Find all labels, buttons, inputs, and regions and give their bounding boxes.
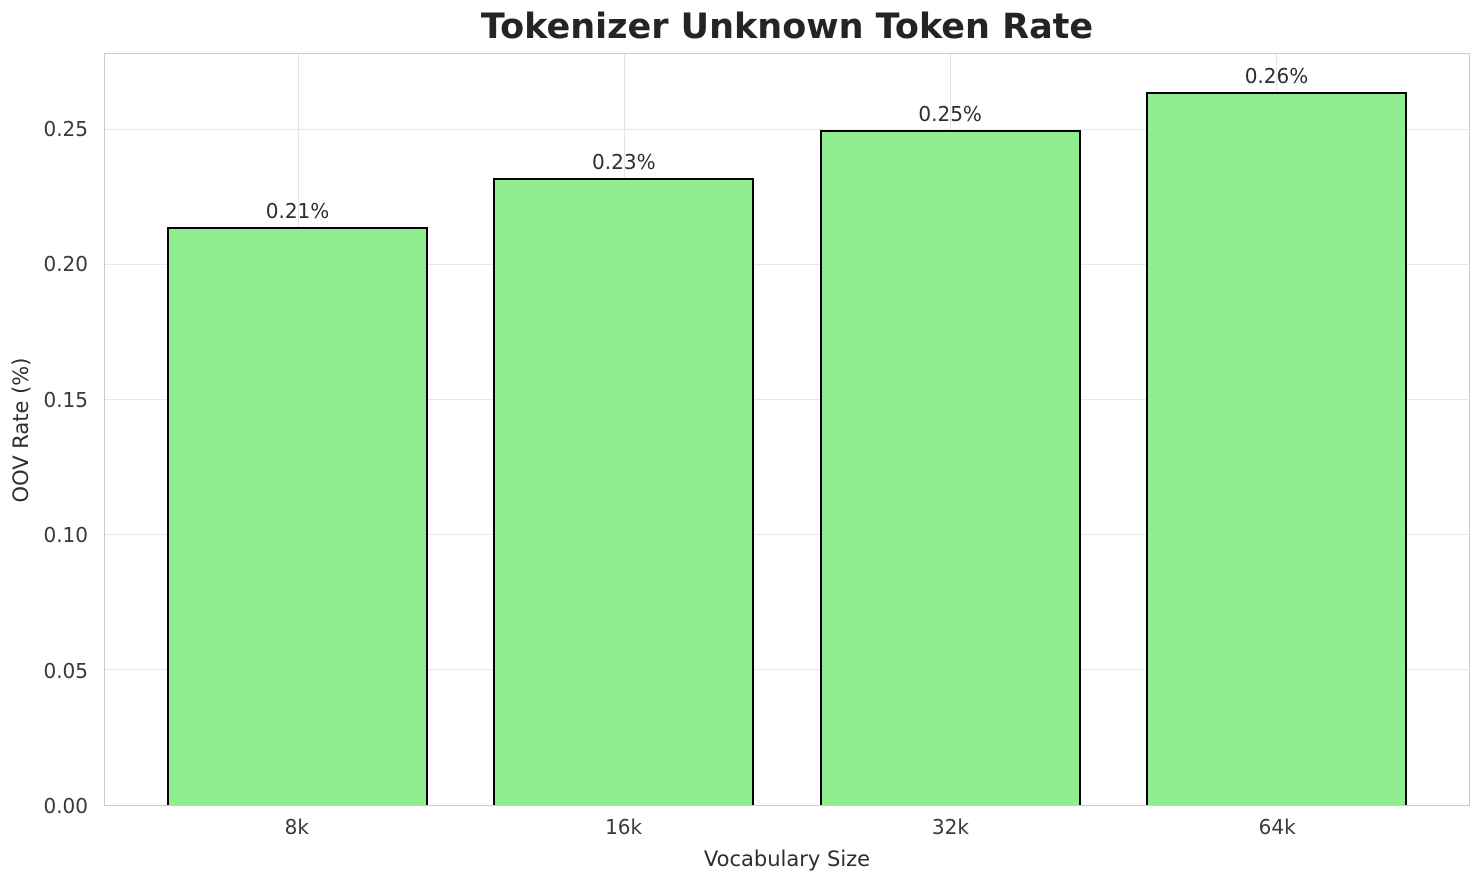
y-axis-tick-label: 0.10 xyxy=(43,523,88,548)
bar-value-label: 0.21% xyxy=(265,198,330,223)
y-axis-title: OOV Rate (%) xyxy=(9,357,33,503)
gridline-horizontal xyxy=(105,668,1469,670)
y-axis-tick-label: 0.05 xyxy=(43,658,88,683)
bar-value-label: 0.25% xyxy=(918,101,982,126)
gridline-horizontal xyxy=(105,263,1469,265)
y-axis-tick-label: 0.15 xyxy=(43,387,88,412)
y-axis-tick-rail: 0.00 0.05 0.10 0.15 0.20 0.25 xyxy=(0,53,96,816)
gridline-horizontal xyxy=(105,128,1469,130)
x-axis-tick-label: 16k xyxy=(605,815,643,839)
y-axis-tick-label: 0.20 xyxy=(43,252,88,277)
bar-64k xyxy=(1145,91,1407,805)
x-axis-tick-rail: 8k 16k 32k 64k xyxy=(104,806,1470,842)
chart-title: Tokenizer Unknown Token Rate xyxy=(480,7,1094,47)
y-axis-tick-label: 0.25 xyxy=(43,116,88,141)
bar-value-label: 0.26% xyxy=(1244,63,1309,88)
gridline-horizontal xyxy=(105,398,1469,400)
bar-16k xyxy=(493,178,755,805)
bar-value-label: 0.23% xyxy=(592,150,656,175)
x-axis-tick-label: 8k xyxy=(284,815,309,839)
x-axis-tick-label: 32k xyxy=(931,815,969,839)
x-axis-tick-label: 64k xyxy=(1258,815,1296,839)
bar-32k xyxy=(819,129,1081,805)
gridline-horizontal xyxy=(105,533,1469,535)
bar-8k xyxy=(167,226,429,805)
y-axis-tick-label: 0.00 xyxy=(43,794,88,818)
plot-area: 0.21% 0.23% 0.25% 0.26% xyxy=(104,53,1470,806)
x-axis-title: Vocabulary Size xyxy=(703,847,871,871)
